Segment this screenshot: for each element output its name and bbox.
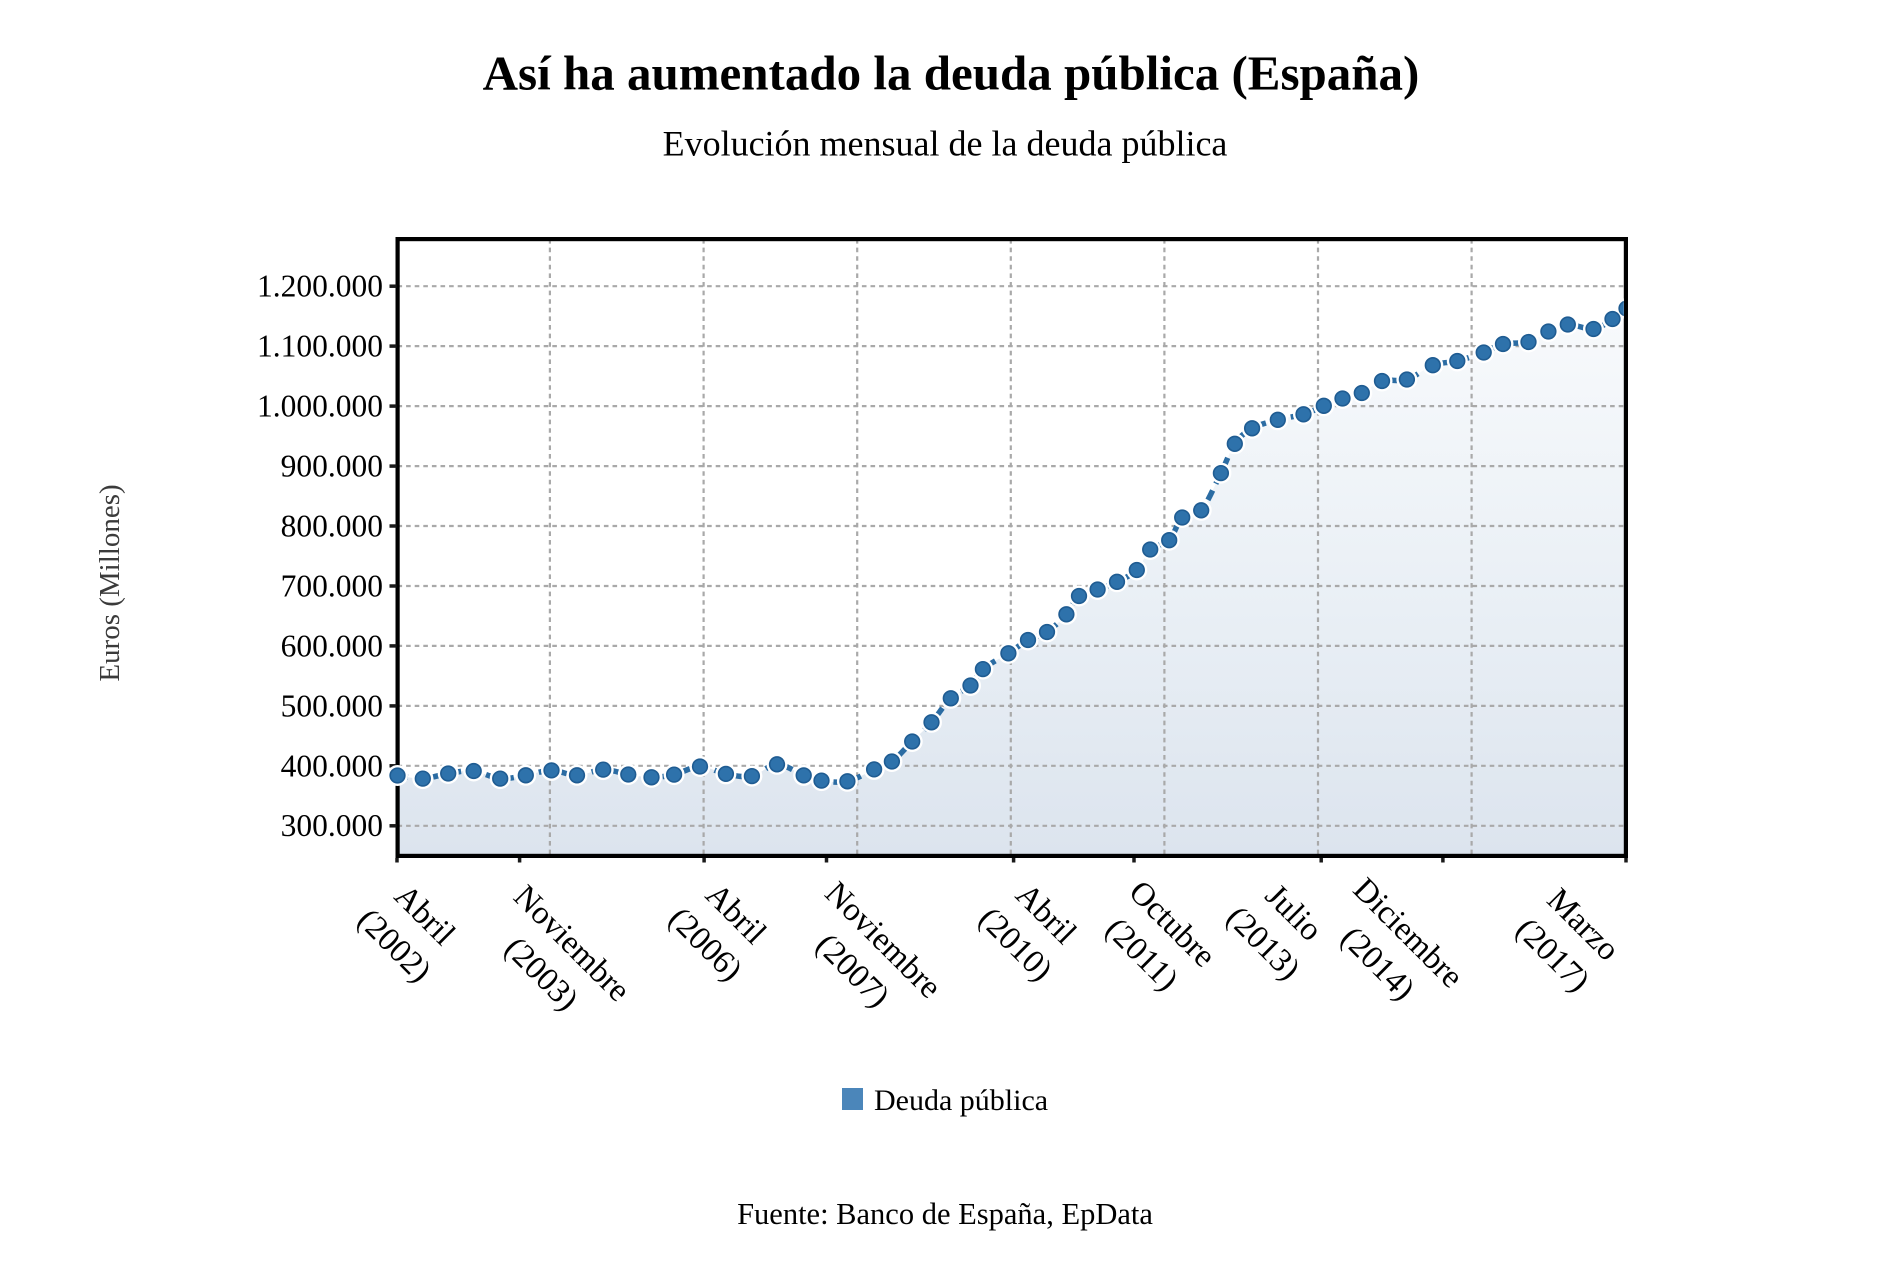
svg-text:1.000.000: 1.000.000 [257, 389, 383, 424]
svg-text:Fuente: Banco de España, EpDat: Fuente: Banco de España, EpData [737, 1197, 1153, 1231]
svg-text:800.000: 800.000 [281, 509, 383, 544]
svg-text:700.000: 700.000 [281, 569, 383, 604]
svg-text:600.000: 600.000 [281, 628, 383, 663]
svg-text:1.200.000: 1.200.000 [257, 269, 383, 304]
svg-text:400.000: 400.000 [281, 748, 383, 783]
svg-text:Euros (Millones): Euros (Millones) [94, 484, 126, 681]
svg-text:900.000: 900.000 [281, 449, 383, 484]
svg-text:300.000: 300.000 [281, 808, 383, 843]
svg-text:Evolución mensual de la deuda: Evolución mensual de la deuda pública [663, 124, 1228, 164]
svg-text:500.000: 500.000 [281, 688, 383, 723]
svg-text:Deuda pública: Deuda pública [874, 1084, 1048, 1117]
svg-text:1.100.000: 1.100.000 [257, 329, 383, 364]
svg-text:Así ha aumentado la deuda públ: Así ha aumentado la deuda pública (Españ… [483, 46, 1420, 101]
